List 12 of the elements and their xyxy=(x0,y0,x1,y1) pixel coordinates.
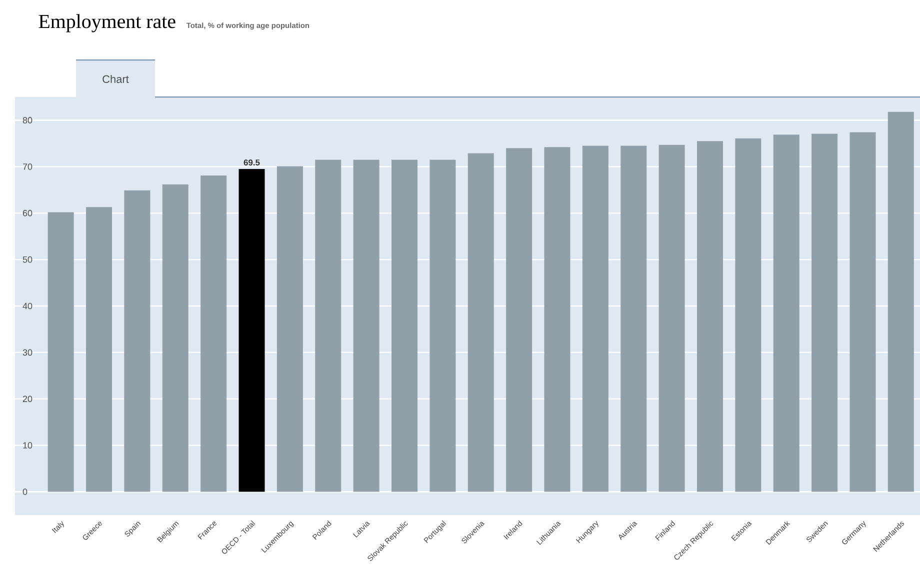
y-tick-label: 70 xyxy=(22,163,32,170)
y-tick-label: 50 xyxy=(22,256,32,263)
text: Chart xyxy=(102,74,129,84)
y-tick-label: 20 xyxy=(22,396,32,402)
y-tick-label: 10 xyxy=(23,442,32,449)
y-tick-label: 80 xyxy=(22,117,32,124)
y-tick-label: 40 xyxy=(22,302,32,310)
data-label: 69.5 xyxy=(244,159,260,166)
y-tick-label: 30 xyxy=(22,349,32,356)
chart-title: Employment rate xyxy=(38,14,176,32)
y-tick-label: 0 xyxy=(22,488,28,495)
y-tick-label: 60 xyxy=(22,210,32,216)
